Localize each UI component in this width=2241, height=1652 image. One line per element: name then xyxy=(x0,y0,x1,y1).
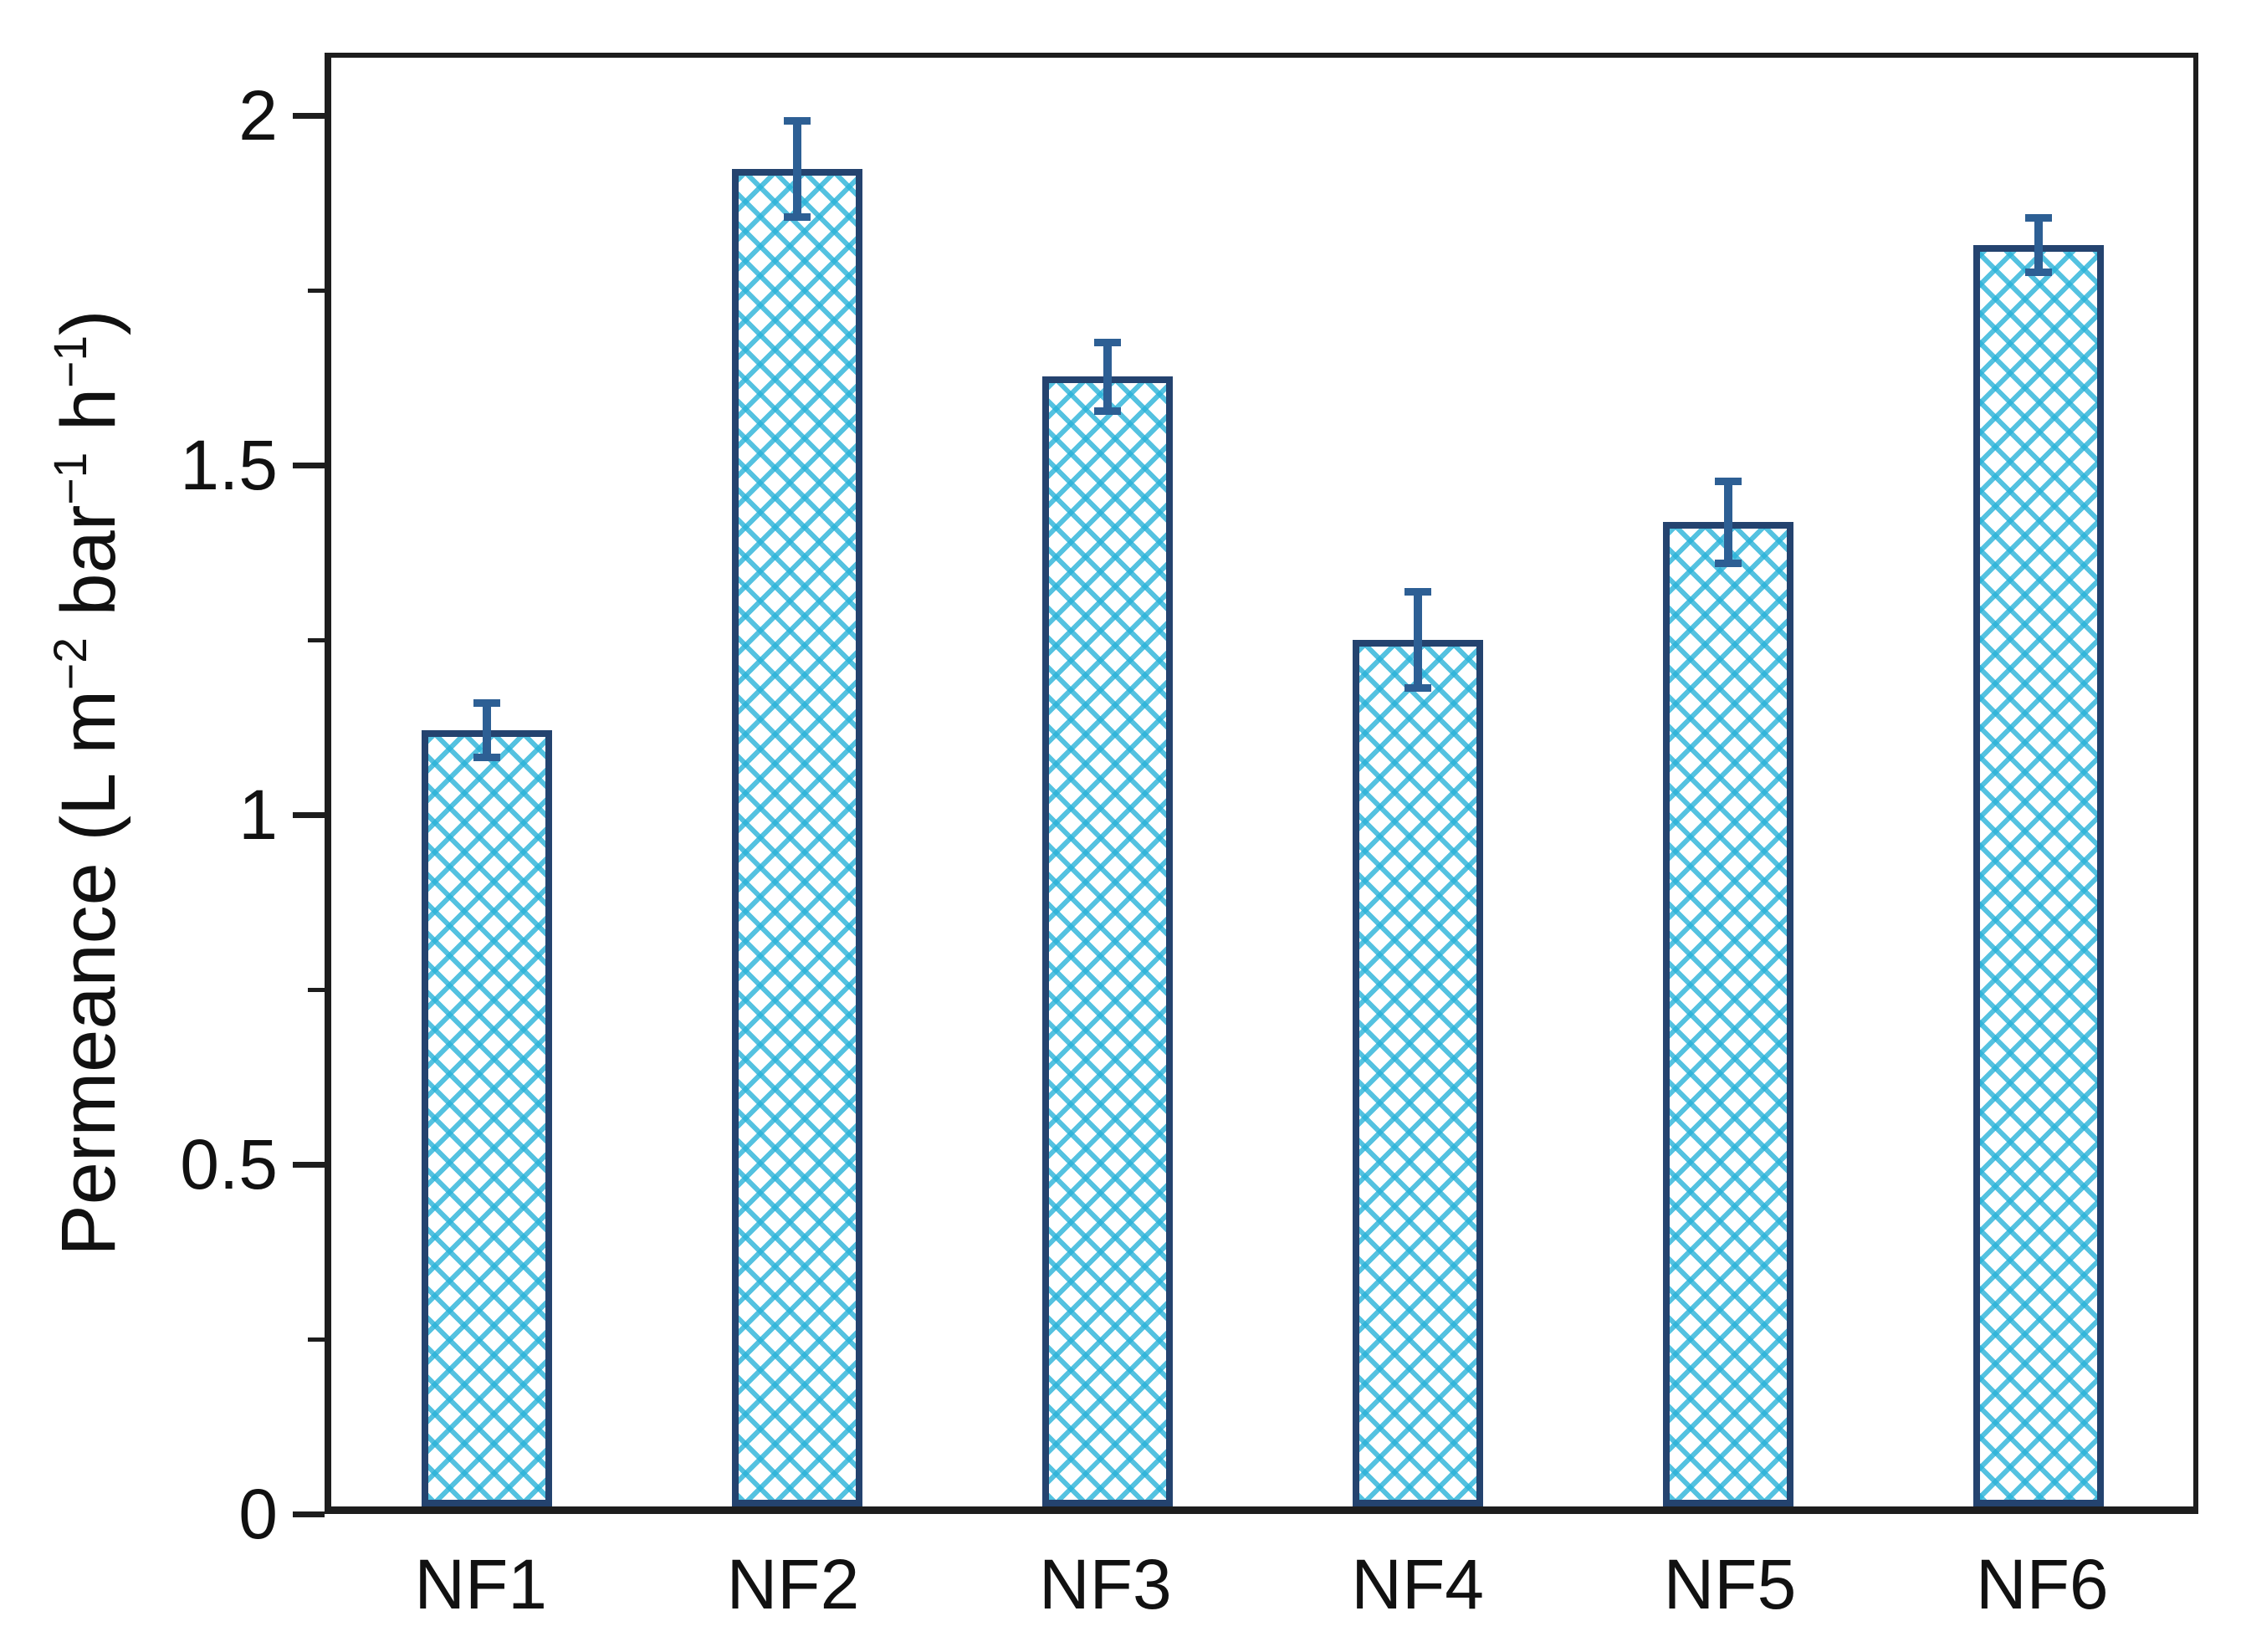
error-bar-cap-bottom xyxy=(783,212,811,221)
y-axis-title-superscript: −1 xyxy=(43,335,96,388)
x-tick-label-NF6: NF6 xyxy=(1975,1545,2109,1624)
error-bar-line xyxy=(1103,341,1112,412)
bar-NF4 xyxy=(1352,640,1483,1506)
error-bar-cap-bottom xyxy=(1714,559,1742,567)
error-bar-line xyxy=(792,120,801,217)
error-bar-cap-bottom xyxy=(473,754,500,761)
bars xyxy=(331,58,2193,1506)
error-bar-cap-bottom xyxy=(1404,684,1431,693)
x-tick-label-NF3: NF3 xyxy=(1038,1545,1172,1624)
x-tick-labels-row: NF1 NF2 NF3 NF4 NF5 NF6 xyxy=(325,1546,2198,1623)
bar-NF6 xyxy=(1972,244,2104,1506)
x-tick-label-NF4: NF4 xyxy=(1351,1545,1484,1624)
y-axis-title-text: bar xyxy=(46,504,131,638)
y-major-tick-1 xyxy=(293,811,325,818)
y-minor-tick xyxy=(308,987,325,992)
bar-slot-NF3 xyxy=(952,58,1262,1506)
error-bar-line xyxy=(482,702,491,758)
error-bar-cap-top xyxy=(2024,213,2052,222)
y-tick-label-0.5: 0.5 xyxy=(180,1125,278,1204)
error-bar-line xyxy=(2034,217,2043,273)
y-tick-label-2: 2 xyxy=(238,76,278,156)
x-tick-label-NF1: NF1 xyxy=(414,1545,548,1624)
plot-area xyxy=(325,53,2198,1514)
y-minor-tick xyxy=(308,1337,325,1342)
error-bar-cap-top xyxy=(473,698,500,707)
error-bar-line xyxy=(1413,591,1422,689)
error-bar-cap-top xyxy=(1404,588,1431,596)
error-bar-cap-bottom xyxy=(1093,407,1121,415)
error-bar-cap-bottom xyxy=(2024,268,2052,276)
bar-slot-NF2 xyxy=(642,58,952,1506)
y-minor-tick xyxy=(308,288,325,293)
y-major-tick-2 xyxy=(293,112,325,119)
bar-slot-NF4 xyxy=(1262,58,1573,1506)
x-tick-label-NF5: NF5 xyxy=(1663,1545,1797,1624)
error-bar-cap-top xyxy=(1093,338,1121,346)
x-tick-label-NF2: NF2 xyxy=(726,1545,860,1624)
bar-slot-NF1 xyxy=(331,58,642,1506)
bar-slot-NF5 xyxy=(1573,58,1883,1506)
y-tick-label-0: 0 xyxy=(238,1475,278,1553)
y-axis-title-superscript: −2 xyxy=(43,637,96,691)
y-major-tick-0.5 xyxy=(293,1161,325,1168)
bar-NF2 xyxy=(731,168,862,1506)
y-tick-label-1: 1 xyxy=(238,775,278,855)
y-axis-title-text: ) xyxy=(46,309,131,335)
error-bar-cap-top xyxy=(1714,477,1742,485)
bar-NF5 xyxy=(1662,522,1793,1506)
bar-NF3 xyxy=(1041,376,1173,1506)
y-tick-label-1.5: 1.5 xyxy=(180,426,278,505)
error-bar-line xyxy=(1723,480,1732,564)
y-major-tick-0 xyxy=(293,1511,325,1517)
y-minor-tick xyxy=(308,637,325,642)
y-major-tick-1.5 xyxy=(293,462,325,468)
bar-NF1 xyxy=(421,729,552,1506)
bar-slot-NF6 xyxy=(1883,58,2193,1506)
error-bar-cap-top xyxy=(783,116,811,125)
